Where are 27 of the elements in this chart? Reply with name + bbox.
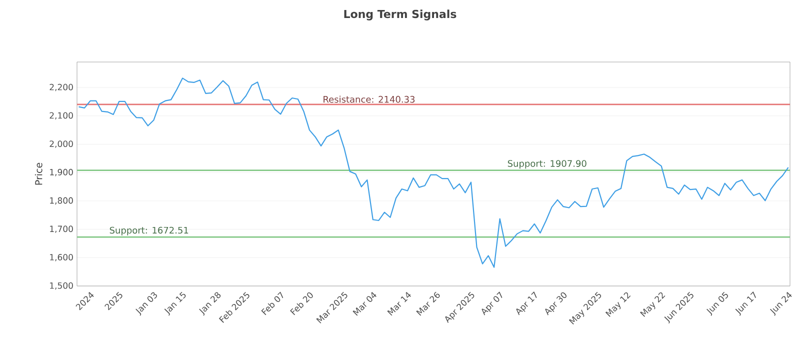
x-tick-label: Feb 07 xyxy=(261,292,284,316)
x-tick-label: Feb 20 xyxy=(290,292,313,316)
x-tick-label: Apr 30 xyxy=(545,292,567,316)
y-tick-label: 1,500 xyxy=(50,282,73,290)
y-tick-label: 2,000 xyxy=(50,140,73,148)
y-tick-label: 2,200 xyxy=(50,84,73,92)
x-tick-label: Apr 17 xyxy=(516,292,537,316)
x-tick-label: Jun 05 xyxy=(706,292,728,316)
y-tick-label: 1,800 xyxy=(50,197,73,205)
ref-line-label: Resistance: 2140.33 xyxy=(324,96,415,103)
ref-line-label: Support: 1907.90 xyxy=(508,160,586,169)
y-tick-label: 1,900 xyxy=(50,168,73,176)
ref-line-label: Support: 1672.51 xyxy=(110,226,188,236)
chart-title: Long Term Signals xyxy=(344,10,456,20)
x-tick-label: Jan 28 xyxy=(199,292,221,316)
x-tick-label: Mar 14 xyxy=(387,292,411,316)
y-axis-title: Price xyxy=(34,162,42,185)
line-series xyxy=(78,78,789,268)
x-tick-label: Apr 07 xyxy=(482,292,502,316)
y-tick-label: 1,700 xyxy=(50,226,73,233)
y-tick-label: 1,600 xyxy=(50,254,73,262)
x-tick-label: Jun 24 xyxy=(770,292,792,316)
x-tick-label: Mar 26 xyxy=(416,292,440,316)
x-tick-label: Jun 17 xyxy=(735,292,756,316)
x-tick-label: Jan 03 xyxy=(136,292,157,316)
x-tick-label: Jan 15 xyxy=(164,292,186,316)
y-tick-label: 2,100 xyxy=(50,112,73,120)
